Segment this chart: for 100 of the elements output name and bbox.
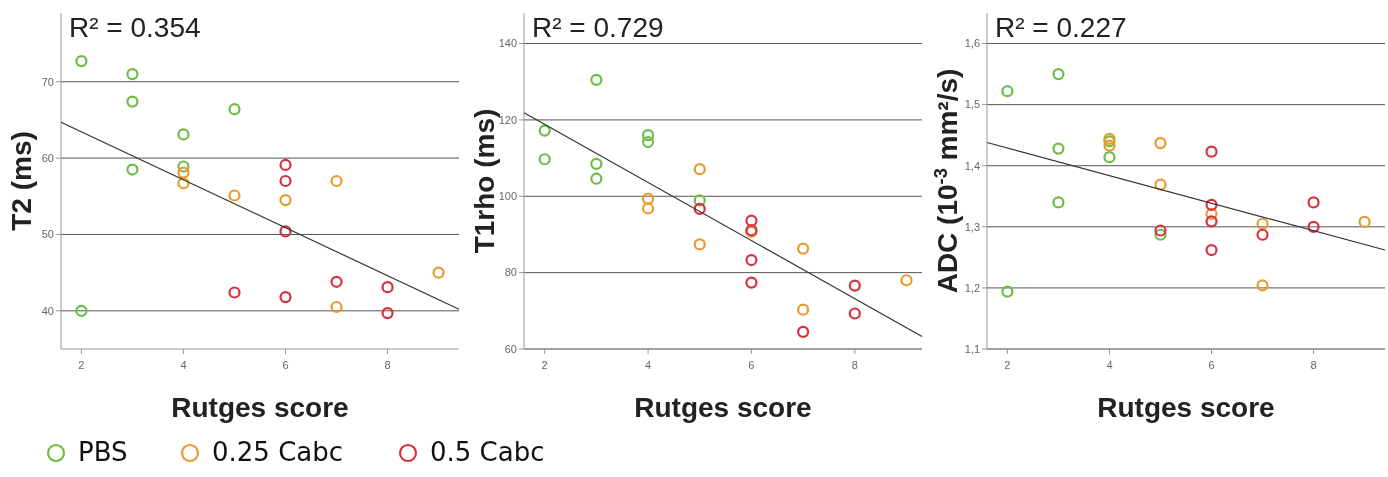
y-tick-label: 80 <box>504 266 517 279</box>
point <box>1103 139 1116 152</box>
y-tick-label: 60 <box>504 342 517 355</box>
x-axis-title: Rutges score <box>1097 392 1275 423</box>
point <box>1001 285 1014 298</box>
point <box>1205 198 1218 211</box>
x-tick-label: 4 <box>180 359 187 371</box>
y-tick-label: 60 <box>41 151 54 164</box>
point <box>590 73 603 86</box>
x-tick-label: 2 <box>78 359 85 371</box>
x-tick-label: 2 <box>541 359 548 371</box>
point <box>641 135 655 149</box>
chart-title: R² = 0.729 <box>532 12 664 43</box>
point <box>1052 142 1065 155</box>
point <box>279 290 292 304</box>
chart-title: R² = 0.354 <box>69 12 201 43</box>
point <box>745 253 758 267</box>
y-tick-label: 140 <box>498 37 517 50</box>
y-tick-label: 100 <box>498 190 517 203</box>
x-tick-label: 8 <box>851 359 858 371</box>
point <box>1052 67 1065 81</box>
point <box>1205 145 1218 158</box>
x-tick-label: 6 <box>282 359 289 371</box>
x-tick-label: 2 <box>1004 359 1011 371</box>
point <box>693 194 706 207</box>
point <box>1154 137 1167 150</box>
point <box>432 266 445 279</box>
point <box>590 172 603 185</box>
point <box>126 67 139 81</box>
point <box>279 158 292 172</box>
point <box>126 95 139 108</box>
point <box>745 214 758 227</box>
point <box>1358 215 1371 229</box>
point <box>279 174 292 188</box>
point <box>693 238 706 251</box>
y-tick-label: 1,2 <box>964 281 980 294</box>
point <box>228 189 241 202</box>
x-tick-label: 6 <box>748 359 755 371</box>
point <box>75 304 88 317</box>
point <box>1205 207 1218 221</box>
point <box>1256 279 1269 292</box>
point <box>177 128 190 141</box>
point <box>693 202 706 215</box>
point <box>381 307 394 320</box>
point <box>1154 228 1167 241</box>
point <box>1052 196 1065 209</box>
x-tick-label: 6 <box>1208 359 1215 371</box>
point <box>381 281 394 294</box>
point <box>330 275 343 288</box>
point <box>1256 217 1269 230</box>
y-tick-label: 1,1 <box>964 342 980 355</box>
point <box>797 303 810 316</box>
point <box>641 129 655 142</box>
x-tick-label: 8 <box>1310 359 1317 371</box>
point <box>1205 215 1218 228</box>
point <box>330 174 343 188</box>
point <box>1154 224 1167 237</box>
point <box>228 103 241 116</box>
y-tick-label: 1,4 <box>964 159 980 172</box>
point <box>745 276 758 289</box>
x-tick-label: 8 <box>384 359 391 371</box>
x-tick-label: 4 <box>1106 359 1113 371</box>
point <box>126 163 139 176</box>
point <box>848 279 861 292</box>
y-tick-label: 70 <box>41 75 54 88</box>
y-tick-label: 1,5 <box>964 98 980 111</box>
y-tick-label: 1,3 <box>964 220 980 233</box>
point <box>177 166 190 179</box>
x-axis-title: Rutges score <box>634 392 812 423</box>
y-axis-title: T2 (ms) <box>6 131 37 231</box>
y-axis-title: T1rho (ms) <box>469 108 500 254</box>
y-tick-label: 40 <box>41 304 54 317</box>
point <box>75 55 88 68</box>
point <box>279 193 292 207</box>
point <box>1205 243 1218 257</box>
point <box>693 163 706 176</box>
point <box>228 286 241 299</box>
point <box>641 202 655 215</box>
point <box>177 177 190 190</box>
y-tick-label: 50 <box>41 228 54 241</box>
y-tick-label: 1,6 <box>964 37 980 50</box>
chart-title: R² = 0.227 <box>995 12 1127 43</box>
x-tick-label: 4 <box>644 359 652 371</box>
point <box>1256 228 1269 241</box>
point <box>797 325 810 338</box>
point <box>279 225 292 238</box>
point <box>797 242 810 255</box>
legend-label: 0.25 Cabc <box>212 437 344 467</box>
point <box>590 157 603 170</box>
point <box>1154 178 1167 191</box>
point <box>900 274 913 287</box>
point <box>641 192 655 205</box>
legend-label: 0.5 Cabc <box>430 437 545 467</box>
point <box>330 300 343 314</box>
point <box>177 160 190 173</box>
x-axis-title: Rutges score <box>171 392 349 423</box>
legend-label: PBS <box>78 437 128 467</box>
point <box>538 153 551 166</box>
point <box>848 307 861 320</box>
point <box>1307 196 1320 209</box>
